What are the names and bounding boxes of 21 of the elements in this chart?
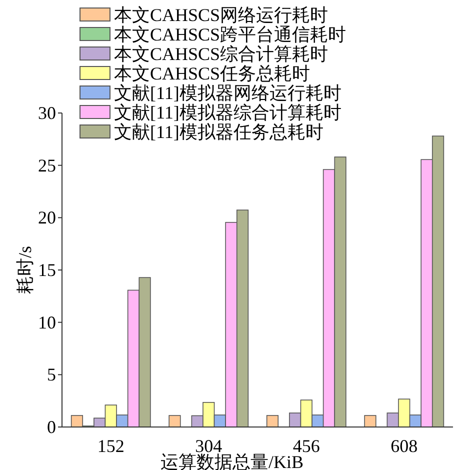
legend-label: 本文CAHSCS综合计算耗时 <box>114 44 328 64</box>
y-tick-label: 20 <box>38 208 56 228</box>
bar <box>364 415 376 428</box>
y-tick-label: 10 <box>38 312 56 332</box>
y-axis-title: 耗时/s <box>15 246 35 294</box>
bar <box>266 415 279 428</box>
y-tick-label: 30 <box>38 103 56 123</box>
x-tick-label: 152 <box>97 436 124 456</box>
legend-label: 本文CAHSCS任务总耗时 <box>114 64 310 84</box>
legend-label: 文献[11]模拟器综合计算耗时 <box>114 102 342 122</box>
y-tick-label: 25 <box>38 155 56 176</box>
y-tick-label: 0 <box>47 417 56 437</box>
y-tick-label: 5 <box>47 364 56 385</box>
legend-label: 文献[11]模拟器网络运行耗时 <box>114 83 342 103</box>
legend-label: 本文CAHSCS跨平台通信耗时 <box>114 24 346 44</box>
y-tick-label: 15 <box>38 260 56 280</box>
bar <box>168 415 181 428</box>
legend-label: 本文CAHSCS网络运行耗时 <box>114 5 328 25</box>
x-tick-label: 608 <box>390 436 418 456</box>
legend-label: 文献[11]模拟器任务总耗时 <box>114 122 324 142</box>
x-tick-label: 456 <box>292 436 320 456</box>
